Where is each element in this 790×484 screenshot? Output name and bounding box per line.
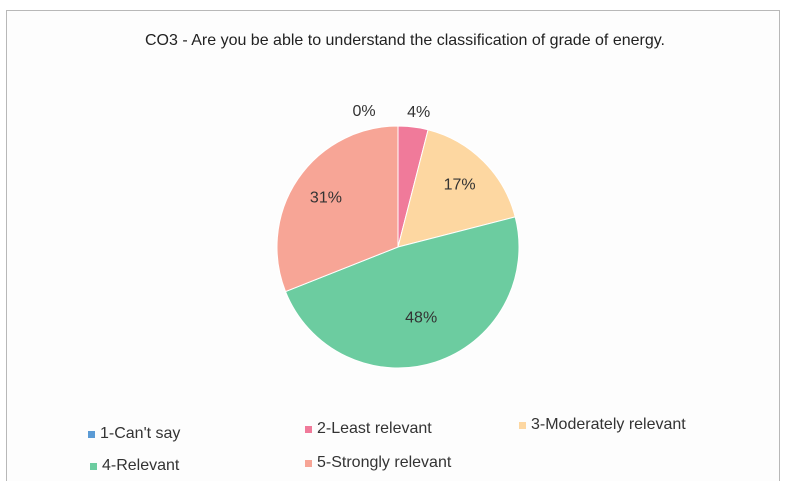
data-label-5: 31%: [310, 189, 342, 206]
data-label-3: 17%: [444, 177, 476, 194]
data-label-1: 0%: [352, 103, 375, 120]
chart-title: CO3 - Are you be able to understand the …: [144, 32, 665, 49]
pie-slice-3: [397, 129, 516, 248]
pie-slice-5: [276, 125, 399, 293]
data-label-4: 48%: [405, 310, 437, 327]
pie-slice-4: [284, 216, 520, 369]
data-label-2: 4%: [407, 104, 430, 121]
